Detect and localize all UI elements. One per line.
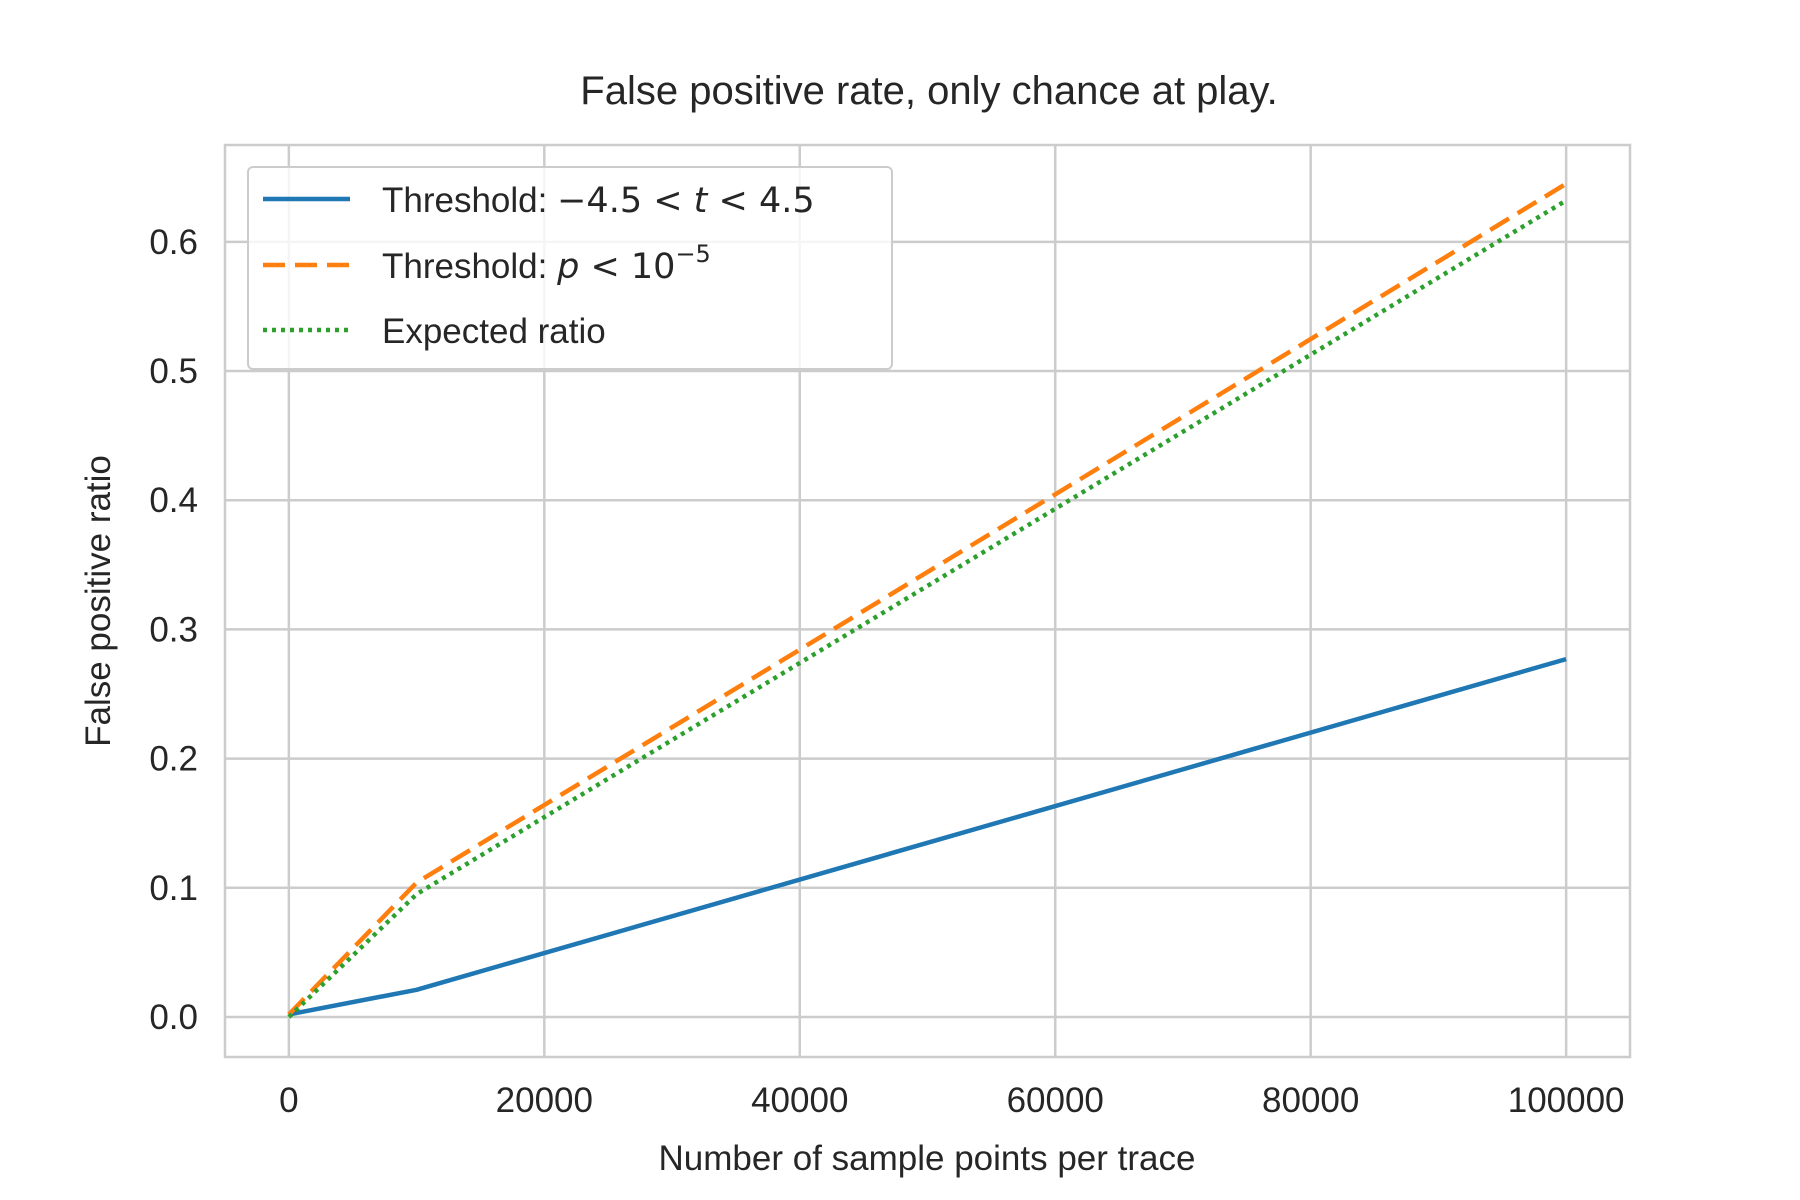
series-expected-line bbox=[287, 198, 1568, 1019]
y-tick-label: 0.0 bbox=[149, 998, 198, 1037]
legend: Threshold: −4.5 < t < 4.5 Threshold: p <… bbox=[247, 166, 893, 370]
x-tick-labels: 0 20000 40000 60000 80000 100000 bbox=[279, 1081, 1624, 1120]
x-tick-label: 60000 bbox=[1007, 1081, 1104, 1120]
y-tick-label: 0.1 bbox=[149, 869, 198, 908]
axes-frame bbox=[223, 143, 1632, 1059]
series-threshold-t-line bbox=[288, 656, 1567, 1017]
x-tick-label: 80000 bbox=[1262, 1081, 1359, 1120]
x-tick-label: 20000 bbox=[496, 1081, 593, 1120]
y-tick-label: 0.2 bbox=[149, 740, 198, 779]
legend-frame bbox=[247, 166, 893, 370]
x-tick-label: 0 bbox=[279, 1081, 298, 1120]
x-tick-label: 100000 bbox=[1508, 1081, 1625, 1120]
y-tick-label: 0.6 bbox=[149, 223, 198, 262]
y-tick-label: 0.4 bbox=[149, 481, 198, 520]
legend-label-threshold-p: Threshold: p < 10−5 bbox=[382, 240, 711, 287]
x-tick-label: 40000 bbox=[751, 1081, 848, 1120]
series-layer bbox=[287, 181, 1568, 1019]
y-tick-labels: 0.0 0.1 0.2 0.3 0.4 0.5 0.6 bbox=[149, 223, 198, 1037]
x-axis-label: Number of sample points per trace bbox=[659, 1139, 1196, 1178]
y-axis-label: False positive ratio bbox=[79, 455, 118, 747]
y-tick-label: 0.5 bbox=[149, 352, 198, 391]
chart-title: False positive rate, only chance at play… bbox=[580, 69, 1277, 113]
legend-label-expected: Expected ratio bbox=[382, 312, 606, 351]
y-tick-label: 0.3 bbox=[149, 610, 198, 649]
legend-label-threshold-t: Threshold: −4.5 < t < 4.5 bbox=[382, 181, 815, 221]
